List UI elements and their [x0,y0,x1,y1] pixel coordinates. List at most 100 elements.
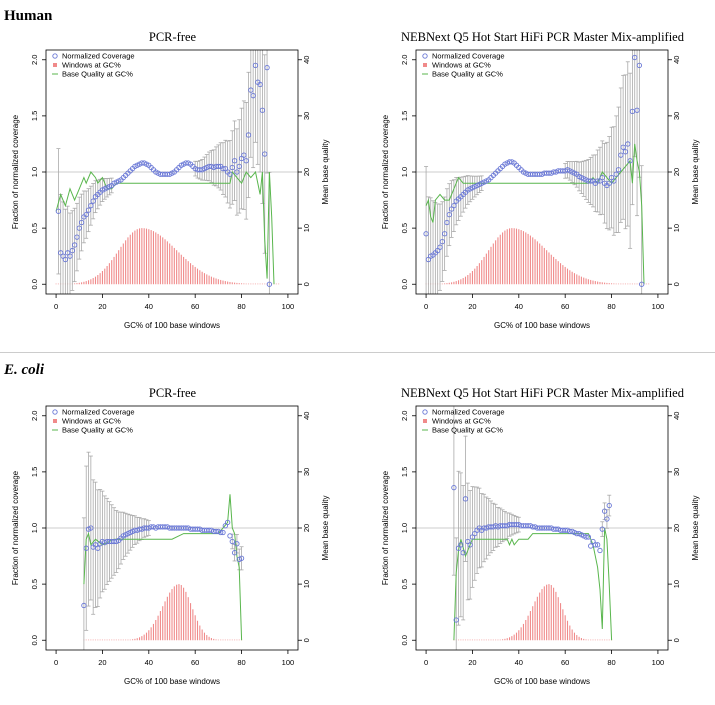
x-tick-label: 60 [561,302,569,311]
coverage-point [71,242,78,248]
chart-panel-human-q5: NEBNext Q5 Hot Start HiFi PCR Master Mix… [370,22,715,342]
x-tick-label: 80 [607,302,615,311]
legend-coverage-label: Normalized Coverage [62,408,135,417]
coverage-point [252,62,259,69]
y-tick-label: 2.0 [400,411,409,421]
coverage-point [488,524,494,530]
coverage-point [597,547,603,554]
coverage-point [599,174,605,181]
coverage-point [560,168,566,174]
coverage-point [231,158,238,164]
y-tick-label: 1.5 [400,111,409,121]
y-tick-label: 0.5 [400,579,409,589]
coverage-point [550,169,557,175]
y2-tick-label: 10 [302,580,311,588]
coverage-point [95,545,101,551]
coverage-point [88,203,94,209]
y2-tick-label: 20 [672,524,681,532]
coverage-point [632,54,638,61]
coverage-point [525,523,531,529]
coverage-point [594,178,601,184]
coverage-point [627,158,633,164]
coverage-point [164,171,171,177]
legend-quality-label: Base Quality at GC% [62,426,133,435]
y-tick-label: 1.0 [400,167,409,177]
coverage-point [83,545,89,551]
coverage-point [451,203,457,209]
x-tick-label: 80 [607,658,615,667]
coverage-point [139,160,145,166]
coverage-point [227,171,233,177]
coverage-point [462,496,469,502]
coverage-point [460,550,466,556]
coverage-point [620,144,626,150]
legend-coverage-label: Normalized Coverage [432,52,505,61]
base-quality-line [55,170,275,285]
y-tick-label: 0.5 [30,223,39,233]
y-axis-label: Fraction of normalized coverage [381,470,390,585]
coverage-point [639,281,645,287]
coverage-point [502,523,508,529]
coverage-point [90,198,96,204]
coverage-point [206,527,212,533]
y2-tick-label: 40 [302,56,311,64]
coverage-points [423,54,645,287]
coverage-point [81,602,87,609]
error-bars [451,406,612,650]
coverage-point [601,508,608,514]
coverage-point [215,163,222,170]
coverage-point [583,534,589,540]
windows-bars [453,584,613,641]
coverage-point [467,542,473,548]
coverage-point [78,219,85,226]
x-tick-label: 40 [515,658,523,667]
x-tick-label: 20 [98,658,106,667]
chart-title: NEBNext Q5 Hot Start HiFi PCR Master Mix… [401,30,684,44]
x-axis-label: GC% of 100 base windows [494,677,590,686]
coverage-point [143,525,150,531]
coverage-point [446,212,452,218]
coverage-point [622,149,629,155]
coverage-point [423,231,429,237]
coverage-point [220,529,226,536]
x-tick-label: 100 [652,658,665,667]
windows-bars [425,228,650,285]
x-tick-label: 0 [424,658,428,667]
coverage-point [451,484,457,491]
coverage-point [136,526,143,532]
coverage-point [227,533,233,539]
y-tick-label: 1.0 [30,523,39,533]
coverage-point [229,164,235,171]
coverage-point [243,158,249,164]
legend-coverage-icon [52,409,58,415]
chart-svg: 0 20 40 60 80 100 0.0 0.5 1.0 1.5 2.0 0 10 20 30 40 GC% … [381,405,700,686]
x-tick-label: 60 [191,302,199,311]
chart-title: PCR-free [148,30,197,44]
y-tick-label: 2.0 [400,55,409,65]
y2-tick-label: 40 [302,412,311,420]
coverage-point [234,541,240,547]
coverage-point [613,171,619,177]
coverage-point [562,527,568,533]
y2-tick-label: 30 [302,112,311,120]
coverage-point [606,502,612,509]
section-label-human: Human [4,8,53,24]
coverage-point [248,87,254,93]
y2-tick-label: 30 [672,468,681,476]
y2-tick-label: 20 [302,168,311,176]
section-label-ecoli: E. coli [4,362,44,378]
x-tick-label: 80 [237,658,245,667]
coverage-point [74,234,80,240]
legend-quality-label: Base Quality at GC% [432,426,503,435]
x-axis-label: GC% of 100 base windows [124,677,220,686]
x-tick-label: 40 [145,302,153,311]
coverage-point [439,238,445,245]
coverage-point [553,526,559,532]
legend-coverage-icon [52,53,58,59]
x-tick-label: 20 [468,302,476,311]
coverage-point [245,132,252,138]
chart-panel-ecoli-q5: NEBNext Q5 Hot Start HiFi PCR Master Mix… [370,378,715,698]
x-tick-label: 60 [561,658,569,667]
coverage-point [257,81,263,88]
coverage-point [85,207,92,213]
